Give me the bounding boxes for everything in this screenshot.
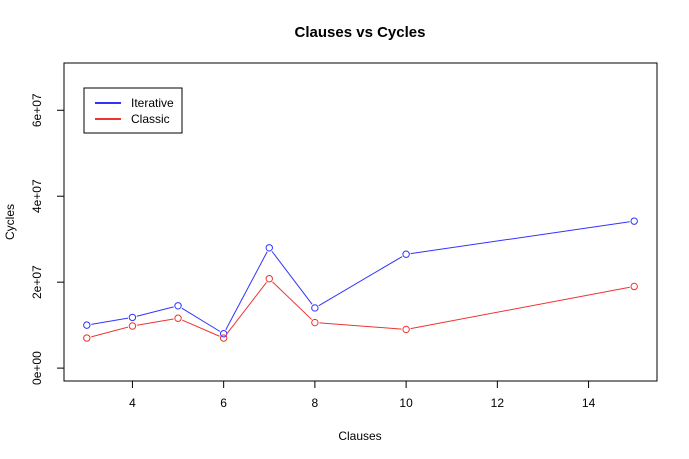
x-tick-label: 8 [312, 396, 319, 410]
series-iterative [83, 217, 638, 338]
series-iterative-point [128, 313, 137, 322]
series-classic [83, 275, 638, 342]
x-tick-label: 14 [582, 396, 596, 410]
y-tick-label: 6e+07 [30, 93, 44, 127]
y-axis-label: Cycles [3, 204, 17, 240]
x-tick-label: 12 [491, 396, 505, 410]
series-classic-segment [181, 319, 220, 337]
series-classic-segment [272, 281, 312, 320]
series-iterative-point [630, 217, 638, 225]
series-classic-point [311, 318, 319, 327]
series-classic-point [265, 275, 273, 283]
legend: Iterative Classic [83, 87, 183, 134]
series-classic-segment [226, 281, 267, 335]
y-axis: 0e+00 2e+07 4e+07 6e+07 [30, 93, 64, 385]
series-iterative-segment [318, 256, 403, 307]
x-tick-label: 4 [129, 396, 136, 410]
y-tick-label: 4e+07 [30, 179, 44, 213]
series-classic-segment [319, 322, 402, 330]
series-classic-point [219, 334, 228, 342]
series-classic-segment [410, 286, 630, 330]
series-iterative-point [311, 304, 319, 312]
series-iterative-point [83, 321, 91, 329]
series-iterative-point [265, 244, 273, 252]
series-classic-point [83, 334, 91, 342]
x-axis-label: Clauses [338, 429, 381, 443]
series-classic-point [174, 314, 182, 322]
series-classic-point [402, 325, 410, 334]
series-iterative-segment [181, 307, 221, 332]
series-iterative-segment [136, 306, 174, 317]
legend-box [83, 87, 183, 134]
series-iterative-segment [225, 251, 268, 330]
plot-frame [63, 62, 658, 382]
y-tick-label: 0e+00 [30, 351, 44, 385]
legend-label-classic: Classic [131, 112, 170, 126]
series-classic-segment [91, 326, 129, 338]
y-tick-label: 2e+07 [30, 265, 44, 299]
series-iterative-segment [271, 251, 313, 305]
series-group [83, 217, 638, 342]
x-tick-label: 10 [399, 396, 413, 410]
series-iterative-point [174, 302, 182, 310]
x-tick-label: 6 [220, 396, 227, 410]
series-iterative-segment [410, 221, 630, 255]
series-classic-point [128, 322, 137, 330]
series-iterative-point [402, 250, 410, 258]
x-axis: 4 6 8 10 12 14 [129, 381, 596, 410]
series-iterative-segment [91, 317, 129, 325]
chart-title: Clauses vs Cycles [295, 24, 426, 41]
legend-label-iterative: Iterative [131, 96, 174, 110]
series-classic-point [630, 282, 638, 291]
series-classic-segment [136, 318, 174, 326]
